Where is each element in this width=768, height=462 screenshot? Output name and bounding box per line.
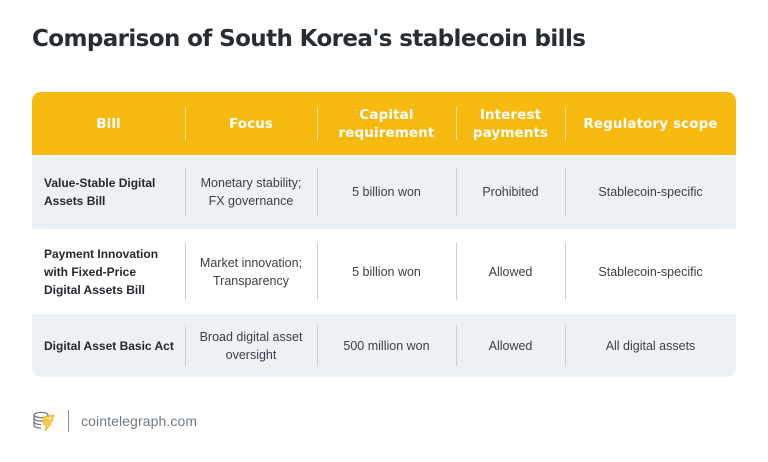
cell-scope: All digital assets	[565, 314, 736, 377]
header-capital-requirement: Capital requirement	[317, 92, 456, 155]
header-regulatory-scope: Regulatory scope	[565, 92, 736, 155]
cell-capital: 5 billion won	[317, 229, 456, 314]
cell-interest: Allowed	[456, 229, 565, 314]
comparison-table: Bill Focus Capital requirement Interest …	[32, 92, 736, 377]
table-header-row: Bill Focus Capital requirement Interest …	[32, 92, 736, 155]
cell-capital: 500 million won	[317, 314, 456, 377]
header-focus: Focus	[185, 92, 317, 155]
header-bill: Bill	[96, 115, 121, 132]
table-row: Value-Stable Digital Assets Bill Monetar…	[32, 155, 736, 229]
cell-focus: Market innovation; Transparency	[185, 229, 317, 314]
cell-capital: 5 billion won	[317, 155, 456, 229]
page-title: Comparison of South Korea's stablecoin b…	[32, 26, 586, 52]
cell-interest: Allowed	[456, 314, 565, 377]
header-interest-payments: Interest payments	[456, 92, 565, 155]
cell-focus: Monetary stability; FX governance	[185, 155, 317, 229]
cointelegraph-logo-icon	[33, 411, 55, 432]
cell-scope: Stablecoin-specific	[565, 155, 736, 229]
cell-bill: Payment Innovation with Fixed-Price Digi…	[44, 246, 159, 297]
table-row: Digital Asset Basic Act Broad digital as…	[32, 314, 736, 377]
footer: cointelegraph.com	[32, 407, 197, 435]
site-url: cointelegraph.com	[81, 413, 198, 429]
cell-bill: Value-Stable Digital Assets Bill	[44, 176, 156, 208]
footer-divider	[68, 410, 69, 432]
cell-bill: Digital Asset Basic Act	[44, 338, 174, 353]
cell-focus: Broad digital asset oversight	[185, 314, 317, 377]
cell-scope: Stablecoin-specific	[565, 229, 736, 314]
cell-interest: Prohibited	[456, 155, 565, 229]
table-row: Payment Innovation with Fixed-Price Digi…	[32, 229, 736, 314]
